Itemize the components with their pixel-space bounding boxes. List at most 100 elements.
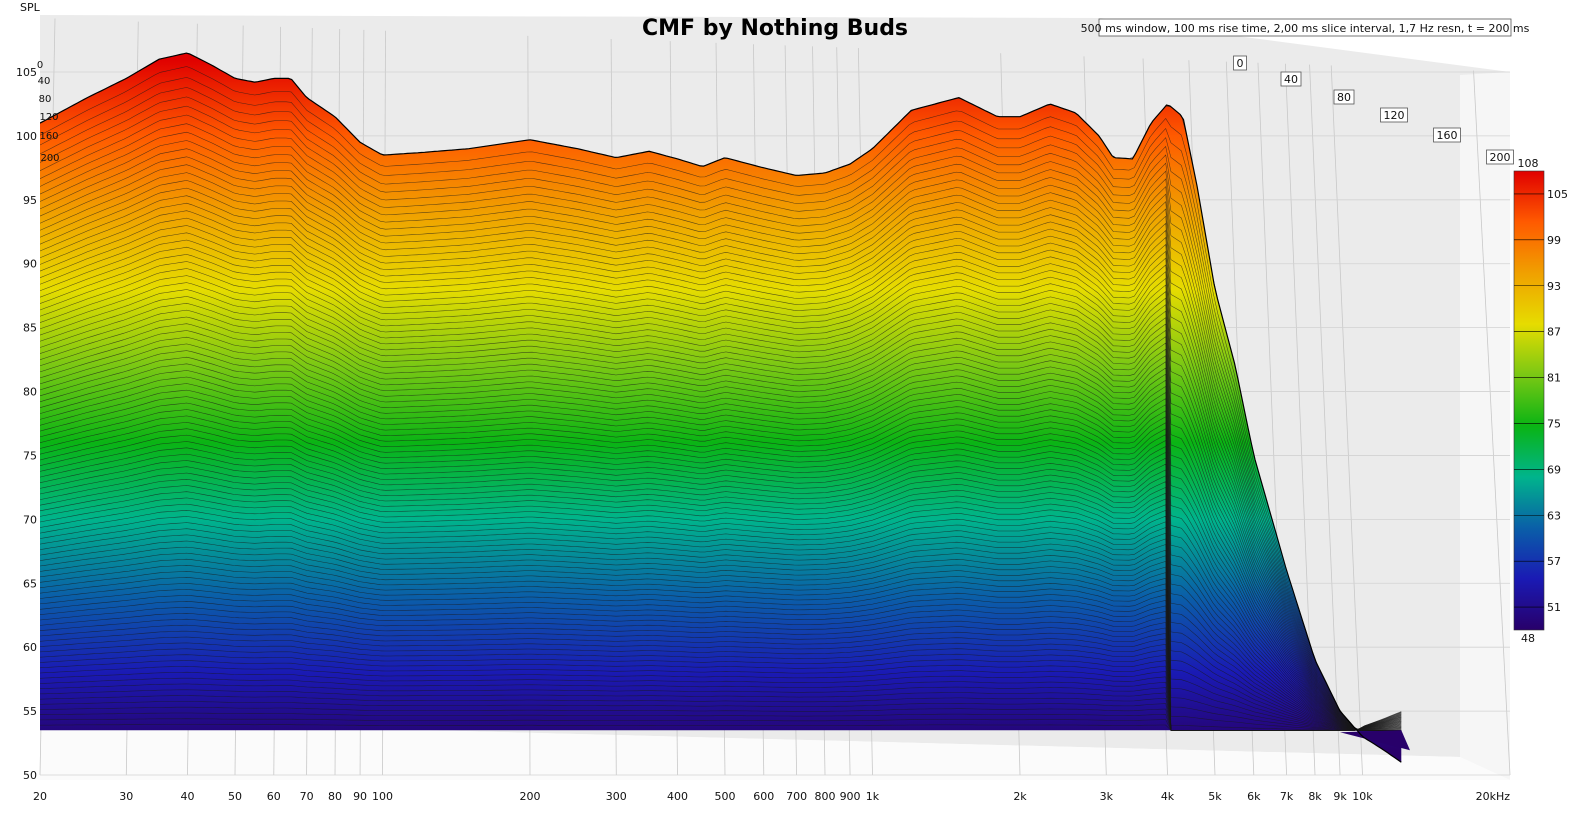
color-scale: 108 105 99 93 87 81 75 69 63 57 51 48 [1513, 157, 1568, 645]
color-scale-label: 51 [1547, 601, 1561, 614]
color-scale-label: 93 [1547, 280, 1561, 293]
grid-line-x [1309, 64, 1341, 776]
time-slice [40, 289, 1402, 731]
x-tick-label: 8k [1308, 790, 1322, 803]
x-tick-label: 500 [714, 790, 735, 803]
y-tick-label: 95 [23, 194, 37, 207]
color-scale-label: 75 [1547, 417, 1561, 430]
x-tick-label: 30 [119, 790, 133, 803]
time-slice [40, 202, 1402, 731]
analysis-info: 500 ms window, 100 ms rise time, 2,00 ms… [1081, 22, 1530, 35]
time-slice [40, 225, 1402, 731]
time-slice [40, 268, 1402, 731]
surface-top-edge [40, 52, 1402, 763]
time-tick-label-left: 200 [40, 153, 59, 164]
floor [40, 720, 1510, 780]
time-slice [40, 105, 1402, 731]
y-tick-label: 105 [16, 66, 37, 79]
time-slice [40, 180, 1402, 731]
y-tick-label: 100 [16, 130, 37, 143]
time-slice [40, 330, 1402, 731]
x-tick-label: 600 [753, 790, 774, 803]
time-slice [40, 453, 1402, 731]
time-slice [40, 309, 1402, 731]
info-box [1098, 18, 1512, 37]
x-tick-label: 7k [1280, 790, 1294, 803]
x-tick-label: 2k [1013, 790, 1027, 803]
time-slice [40, 415, 1402, 731]
time-slice [40, 232, 1402, 731]
x-tick-label: 400 [667, 790, 688, 803]
time-slice [40, 296, 1402, 731]
time-slice [40, 323, 1402, 731]
time-tick-box [1486, 149, 1514, 165]
time-slice [40, 356, 1402, 731]
time-slice [40, 87, 1402, 731]
time-slice [40, 77, 1402, 731]
time-slice [40, 96, 1402, 731]
x-tick-label: 90 [353, 790, 367, 803]
x-axis: 20 30 40 50 60 70 80 90 100 200 300 400 500 600 700 800… [33, 790, 1510, 803]
y-tick-label: 80 [23, 386, 37, 399]
chart-title: CMF by Nothing Buds [642, 16, 908, 41]
color-scale-label: 69 [1547, 463, 1561, 476]
x-tick-label: 300 [606, 790, 627, 803]
time-slice [40, 195, 1402, 731]
x-tick-label: 100 [372, 790, 393, 803]
time-slice [40, 275, 1402, 731]
time-slice [40, 441, 1402, 731]
time-slice [40, 187, 1402, 731]
time-slice [40, 316, 1402, 731]
time-slice [40, 140, 1402, 731]
time-slice [40, 383, 1402, 731]
surface-tail [1340, 730, 1410, 751]
time-slice [40, 460, 1402, 731]
y-tick-label: 65 [23, 577, 37, 590]
color-scale-label: 108 [1518, 157, 1539, 170]
x-tick-label: 800 [815, 790, 836, 803]
time-tick-label: 160 [1437, 129, 1458, 142]
time-tick-label: 0 [1237, 57, 1244, 70]
time-slice [40, 261, 1402, 731]
time-tick-label-left: 0 [37, 60, 43, 71]
time-slice [40, 336, 1402, 731]
y-axis: 105 100 95 90 85 80 75 70 65 60 55 50 [16, 66, 37, 782]
time-slice [40, 164, 1402, 731]
time-tick-label-left: 160 [39, 131, 58, 142]
time-slice [40, 402, 1402, 731]
y-tick-label: 75 [23, 449, 37, 462]
color-scale-label: 81 [1547, 372, 1561, 385]
waterfall-surface [40, 52, 1410, 763]
time-slice [40, 210, 1402, 731]
time-slice [40, 389, 1402, 731]
y-axis-label: SPL [20, 1, 41, 14]
time-slice [40, 370, 1402, 731]
color-scale-label: 105 [1547, 188, 1568, 201]
x-tick-label: 9k [1333, 790, 1347, 803]
x-tick-label: 20 [33, 790, 47, 803]
color-scale-label: 63 [1547, 509, 1561, 522]
y-tick-label: 55 [23, 705, 37, 718]
y-tick-label: 85 [23, 322, 37, 335]
color-scale-label: 87 [1547, 326, 1561, 339]
time-tick-label-left: 40 [38, 76, 51, 87]
time-tick-label-left: 120 [39, 112, 58, 123]
time-slice [40, 711, 1402, 731]
grid-line-x [1473, 70, 1511, 776]
color-scale-label: 99 [1547, 234, 1561, 247]
time-slice [40, 343, 1402, 731]
x-tick-label: 3k [1100, 790, 1114, 803]
time-tick-box [1233, 55, 1247, 71]
color-scale-bar [1513, 170, 1545, 631]
time-slice [40, 428, 1402, 731]
time-slice [40, 396, 1402, 731]
x-tick-label: 900 [840, 790, 861, 803]
x-tick-label: 50 [228, 790, 242, 803]
time-slice [40, 376, 1402, 731]
time-slice [40, 350, 1402, 731]
y-tick-label: 50 [23, 769, 37, 782]
time-tick-box [1433, 127, 1461, 143]
y-tick-label: 70 [23, 513, 37, 526]
